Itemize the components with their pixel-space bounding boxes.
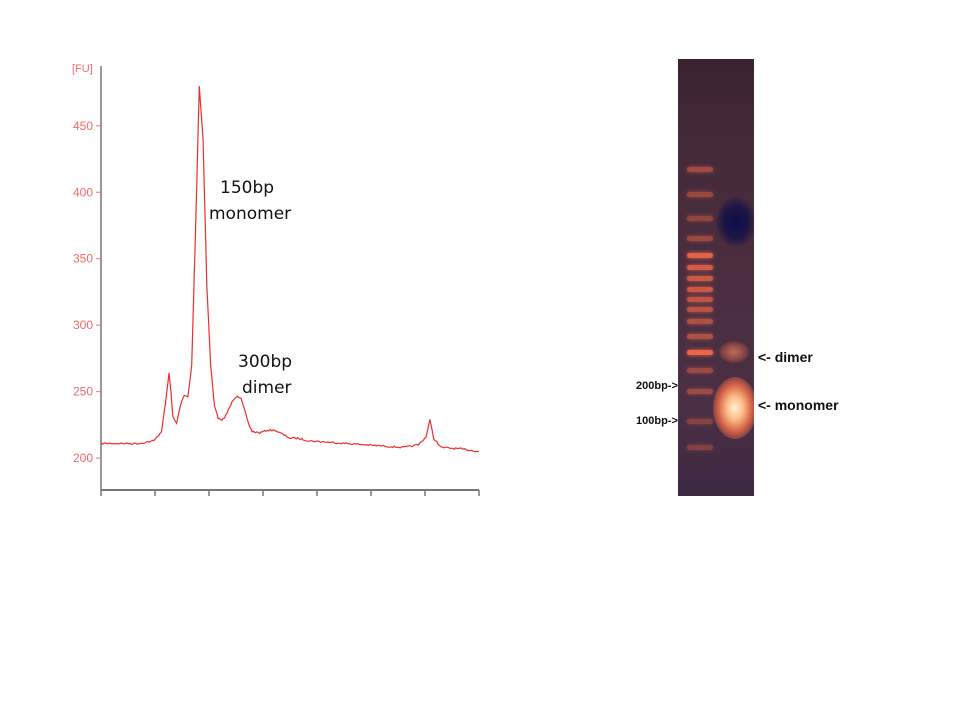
y-tick-label: 200 xyxy=(73,451,93,465)
y-unit-label: [FU] xyxy=(72,63,93,75)
ladder-band xyxy=(687,253,713,259)
ladder-lane xyxy=(684,59,716,496)
ladder-band xyxy=(687,445,713,451)
series-line xyxy=(100,86,479,453)
dimer-band xyxy=(719,341,749,363)
ladder-band xyxy=(687,167,713,173)
ladder-band xyxy=(687,286,713,292)
annotation-dimer-size: 300bp xyxy=(238,352,292,372)
gel-image xyxy=(678,59,754,496)
annotation-monomer-size: 150bp xyxy=(220,178,274,198)
y-tick-label: 350 xyxy=(73,252,93,266)
band-label-dimer: <- dimer xyxy=(758,349,813,365)
y-tick-label: 250 xyxy=(73,385,93,399)
ladder-band xyxy=(687,235,713,241)
y-tick-label: 400 xyxy=(73,185,93,199)
ladder-label-100bp: 100bp-> xyxy=(636,415,678,427)
ladder-band xyxy=(687,389,713,395)
ladder-band xyxy=(687,191,713,197)
well-shadow xyxy=(716,197,754,247)
ladder-band xyxy=(687,276,713,282)
monomer-band xyxy=(713,377,754,439)
annotation-dimer-name: dimer xyxy=(242,378,292,398)
ladder-band xyxy=(687,419,713,425)
y-tick-label: 300 xyxy=(73,318,93,332)
x-axis xyxy=(100,489,480,496)
ladder-band xyxy=(687,306,713,312)
y-axis: 200 250 300 350 400 450 xyxy=(73,66,102,490)
ladder-band xyxy=(687,296,713,302)
ladder-band xyxy=(687,333,713,339)
y-tick-label: 450 xyxy=(73,119,93,133)
ladder-band xyxy=(687,318,713,324)
ladder-band xyxy=(687,265,713,271)
ladder-band xyxy=(687,216,713,221)
band-label-monomer: <- monomer xyxy=(758,397,839,413)
ladder-band xyxy=(687,367,713,373)
ladder-label-200bp: 200bp-> xyxy=(636,380,678,392)
annotation-monomer-name: monomer xyxy=(209,204,291,224)
ladder-band xyxy=(687,350,713,356)
